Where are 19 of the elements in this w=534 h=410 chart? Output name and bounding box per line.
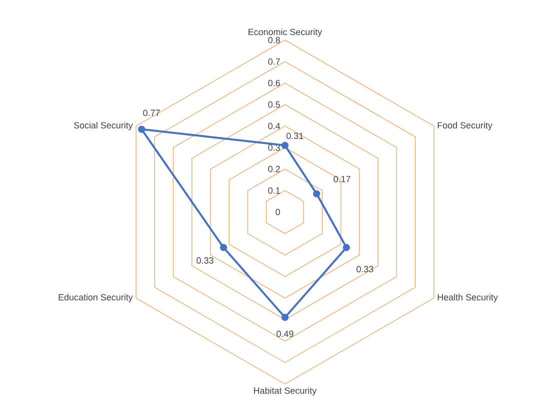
y-tick-label: 0.1 <box>268 187 280 194</box>
spoke-label: Economic Security <box>248 28 322 37</box>
y-tick-label: 0.5 <box>268 101 280 108</box>
y-tick-label: 0.8 <box>268 36 280 44</box>
data-label: 0.33 <box>196 257 214 264</box>
y-tick-label: 0.4 <box>268 122 280 130</box>
spoke-label: Social Security <box>74 122 133 130</box>
spoke-label: Food Security <box>438 122 492 130</box>
data-label: 0.77 <box>143 110 160 116</box>
data-label: 0.31 <box>286 132 304 140</box>
spoke-label: Health Security <box>438 294 498 302</box>
y-tick-label: 0 <box>276 208 280 216</box>
data-label: 0.49 <box>276 330 294 337</box>
data-label: 0.33 <box>356 266 374 272</box>
y-tick-label: 0.2 <box>268 166 280 172</box>
spoke-label: Education Security <box>58 294 133 302</box>
y-tick-label: 0.7 <box>268 58 280 65</box>
y-tick-label: 0.6 <box>268 80 280 86</box>
spoke-label: Habitat Security <box>254 387 317 396</box>
